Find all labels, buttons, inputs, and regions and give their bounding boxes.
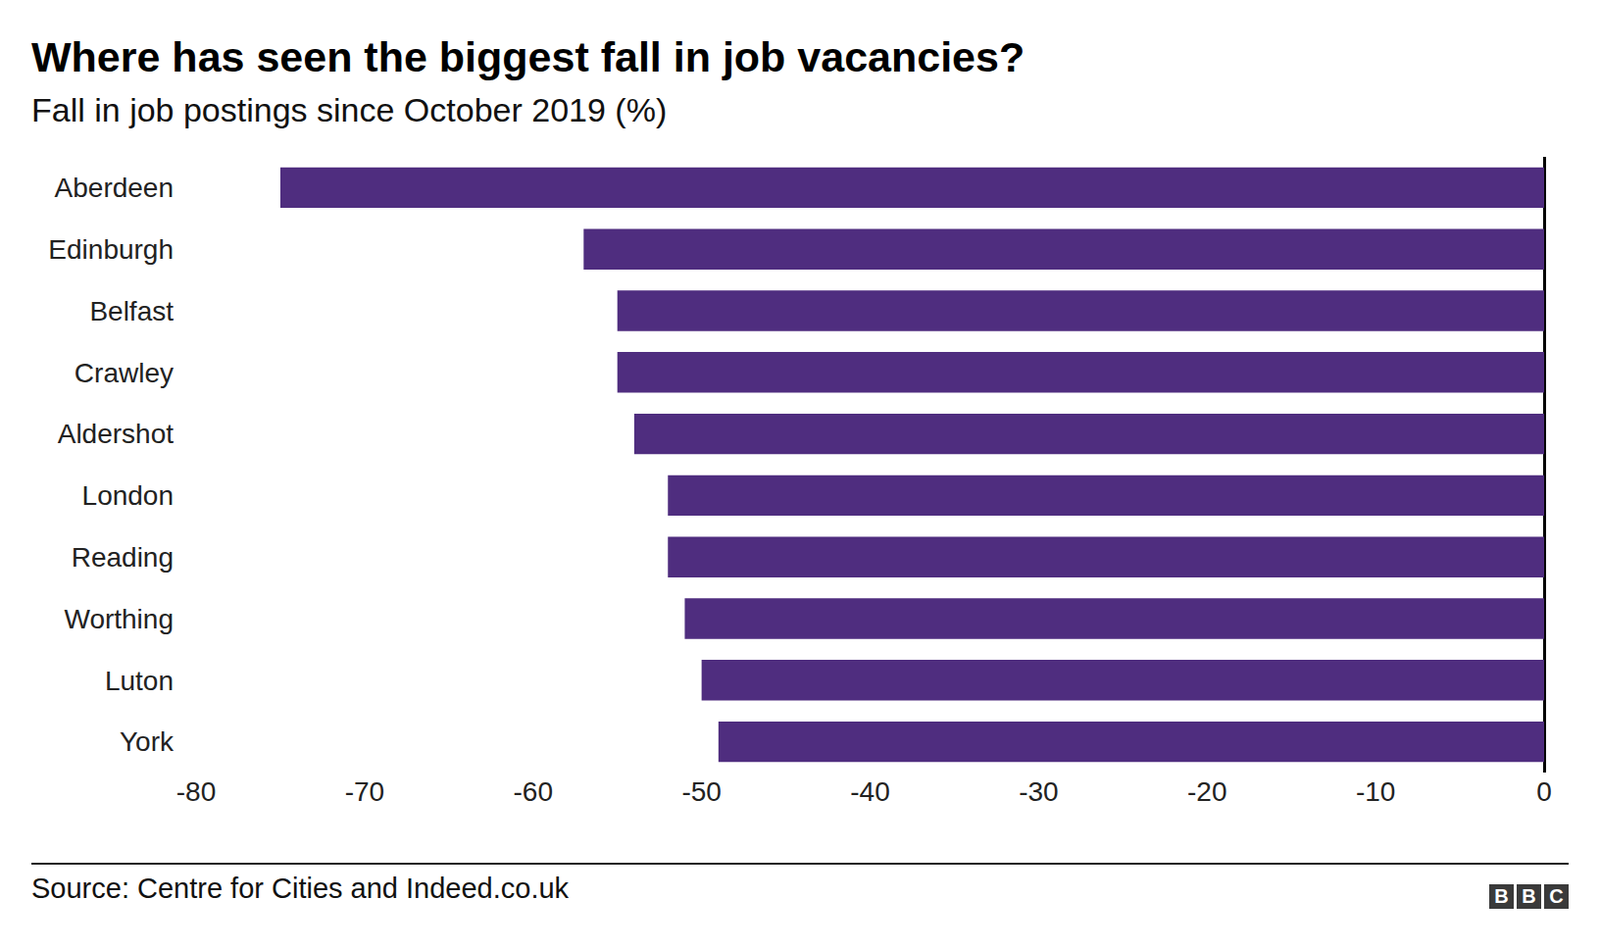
svg-text:-40: -40 <box>850 776 890 807</box>
svg-text:Reading: Reading <box>71 542 174 573</box>
svg-text:0: 0 <box>1536 776 1552 807</box>
html-text:B: B <box>1494 885 1509 907</box>
svg-text:-70: -70 <box>345 776 385 807</box>
svg-text:-80: -80 <box>176 776 216 807</box>
svg-text:Belfast: Belfast <box>89 296 174 327</box>
svg-text:-30: -30 <box>1018 776 1058 807</box>
svg-text:Edinburgh: Edinburgh <box>48 234 174 265</box>
svg-text:Luton: Luton <box>104 665 174 697</box>
svg-text:Aldershot: Aldershot <box>57 418 175 450</box>
svg-text:-60: -60 <box>513 776 553 807</box>
svg-text:York: York <box>119 726 175 757</box>
svg-text:Aberdeen: Aberdeen <box>54 172 174 203</box>
html-text:Where has seen the biggest fal: Where has seen the biggest fall in job v… <box>31 33 1025 81</box>
html-text:C: C <box>1549 885 1564 907</box>
svg-text:-20: -20 <box>1187 776 1227 807</box>
svg-text:-10: -10 <box>1355 776 1396 807</box>
html-text:Fall in job postings since Oct: Fall in job postings since October 2019 … <box>31 91 667 129</box>
html-text:Source: Centre for Cities and: Source: Centre for Cities and Indeed.co.… <box>31 872 569 904</box>
svg-text:London: London <box>82 480 174 511</box>
html-text:B: B <box>1521 885 1536 907</box>
svg-text:Crawley: Crawley <box>74 357 174 389</box>
svg-text:-50: -50 <box>681 776 721 807</box>
svg-text:Worthing: Worthing <box>63 603 174 635</box>
